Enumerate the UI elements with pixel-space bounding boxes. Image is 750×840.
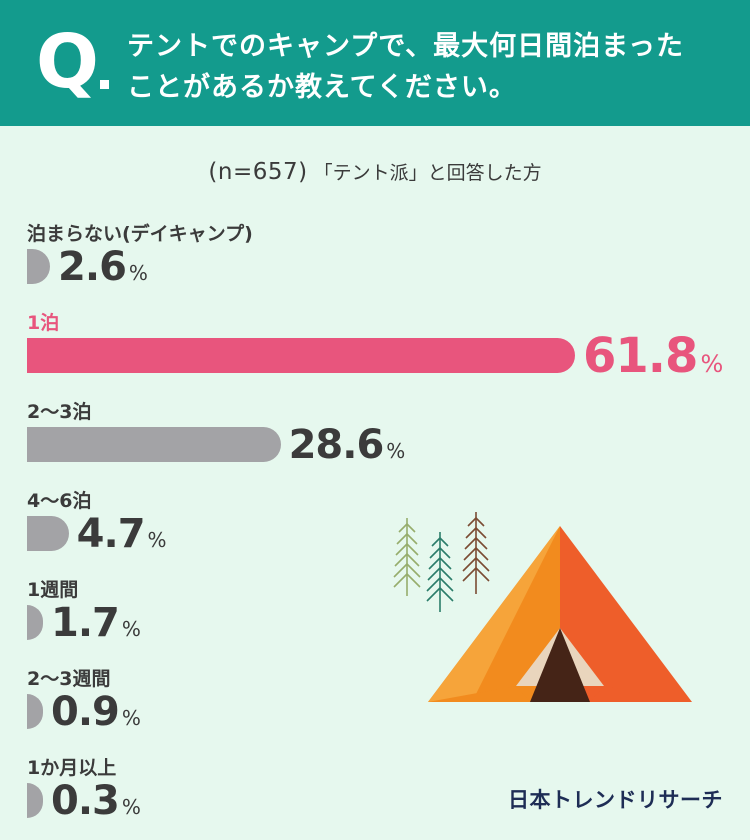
data-label-value: 0.9 (51, 689, 120, 735)
category-label: 2〜3泊 (27, 401, 92, 423)
pine-tree-icon (393, 518, 421, 596)
category-label: 1週間 (27, 579, 79, 601)
sample-size: (n=657) (208, 159, 308, 185)
brand-logo: 日本トレンドリサーチ (508, 788, 723, 812)
data-label-value: 61.8 (583, 328, 698, 384)
data-label-unit: % (147, 528, 167, 552)
question-header: Q テントでのキャンプで、最大何日間泊まった ことがあるか教えてください。 (0, 0, 750, 126)
bar (27, 783, 43, 818)
question-line-2: ことがあるか教えてください。 (127, 72, 517, 103)
pine-tree-icon (426, 532, 454, 612)
data-label: 0.9% (51, 692, 141, 738)
category-label: 2〜3週間 (27, 668, 111, 690)
question-mark: Q (36, 19, 99, 105)
category-label: 1泊 (27, 312, 60, 334)
question-line-1: テントでのキャンプで、最大何日間泊まった (127, 31, 685, 62)
chart-subtitle: (n=657) 「テント派」と回答した方 (0, 158, 750, 185)
data-label-unit: % (128, 261, 148, 285)
data-label-unit: % (121, 617, 141, 641)
bar (27, 249, 51, 284)
data-label-unit: % (386, 439, 406, 463)
bar (27, 605, 43, 640)
data-label-value: 2.6 (58, 244, 127, 290)
data-label-unit: % (121, 706, 141, 730)
data-label-value: 0.3 (51, 778, 120, 824)
pine-tree-icon (462, 512, 490, 594)
bar (27, 694, 43, 729)
tent-illustration (393, 512, 692, 702)
bar (27, 338, 575, 373)
category-label: 泊まらない(デイキャンプ) (27, 223, 253, 245)
question-text: テントでのキャンプで、最大何日間泊まった ことがあるか教えてください。 (127, 26, 737, 108)
category-label: 4〜6泊 (27, 490, 92, 512)
tent-icon (428, 526, 692, 702)
question-mark-dot (100, 80, 109, 89)
category-label: 1か月以上 (27, 757, 117, 779)
data-label: 61.8% (583, 332, 723, 388)
bar (27, 427, 281, 462)
data-label: 28.6% (289, 425, 406, 471)
data-label: 1.7% (51, 603, 141, 649)
data-label: 0.3% (51, 781, 141, 827)
data-label-value: 1.7 (51, 600, 120, 646)
data-label: 2.6% (58, 247, 148, 293)
data-label: 4.7% (77, 514, 167, 560)
respondent-description: 「テント派」と回答した方 (313, 162, 542, 184)
data-label-value: 4.7 (76, 511, 146, 557)
data-label-value: 28.6 (288, 422, 385, 468)
bar (27, 516, 69, 551)
data-label-unit: % (700, 350, 724, 378)
data-label-unit: % (121, 795, 141, 819)
